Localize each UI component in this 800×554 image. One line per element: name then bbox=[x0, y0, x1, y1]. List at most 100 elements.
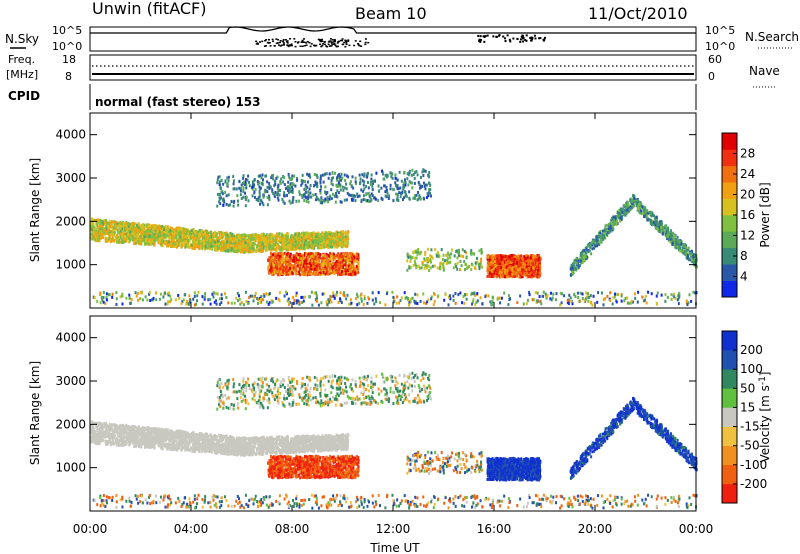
power-cell bbox=[150, 237, 153, 241]
power-cell bbox=[108, 219, 111, 223]
power-cell bbox=[251, 194, 254, 198]
power-cell bbox=[267, 238, 270, 242]
power-cell bbox=[337, 271, 340, 275]
power-cell bbox=[183, 242, 186, 246]
power-cell bbox=[309, 191, 312, 195]
power-cell bbox=[277, 258, 280, 262]
power-cell bbox=[114, 237, 117, 241]
power-cell bbox=[324, 242, 327, 246]
power-cell bbox=[268, 243, 271, 247]
power-cell bbox=[343, 198, 346, 202]
power-cell bbox=[408, 169, 411, 173]
power-cell bbox=[306, 269, 309, 273]
nsearch-point bbox=[275, 42, 278, 45]
power-cell bbox=[523, 258, 526, 262]
power-cell bbox=[251, 186, 254, 190]
power-cell bbox=[283, 272, 286, 276]
power-cell bbox=[286, 257, 289, 261]
power-cell bbox=[111, 220, 114, 224]
power-cell bbox=[345, 245, 348, 249]
power-cell bbox=[322, 245, 325, 249]
power-cell bbox=[226, 183, 229, 187]
power-cell bbox=[198, 228, 201, 232]
power-cell bbox=[344, 251, 347, 255]
power-cell bbox=[285, 262, 288, 266]
power-cell bbox=[320, 263, 323, 267]
nsearch-point bbox=[341, 39, 344, 42]
power-cell bbox=[362, 174, 365, 178]
power-cell bbox=[180, 239, 183, 243]
power-cell bbox=[191, 246, 194, 250]
power-cell bbox=[330, 181, 333, 185]
power-cell bbox=[333, 233, 336, 237]
power-cell bbox=[338, 254, 341, 258]
power-cell bbox=[228, 238, 231, 242]
power-cell bbox=[377, 189, 380, 193]
power-cell bbox=[279, 247, 282, 251]
power-cell bbox=[282, 200, 285, 204]
power-cell bbox=[419, 195, 422, 199]
power-cell bbox=[363, 172, 366, 176]
nsearch-point bbox=[305, 42, 308, 44]
power-cell bbox=[291, 272, 294, 276]
power-cell bbox=[296, 177, 299, 181]
power-cell bbox=[299, 244, 302, 248]
power-cell bbox=[92, 218, 95, 222]
power-cell bbox=[288, 239, 291, 243]
power-cell bbox=[119, 240, 122, 244]
nsearch-point bbox=[303, 44, 306, 47]
power-cell bbox=[341, 267, 344, 271]
power-cell bbox=[301, 173, 304, 177]
power-cell bbox=[129, 237, 132, 241]
power-cell bbox=[154, 236, 157, 240]
power-cell bbox=[188, 235, 191, 239]
power-cell bbox=[219, 234, 222, 238]
power-cell bbox=[345, 182, 348, 186]
power-cell bbox=[411, 186, 414, 190]
power-cell bbox=[300, 266, 303, 270]
power-cell bbox=[307, 173, 310, 177]
power-cell bbox=[168, 233, 171, 237]
power-cell bbox=[278, 255, 281, 259]
power-cell bbox=[292, 198, 295, 202]
power-cell bbox=[409, 181, 412, 185]
power-cell bbox=[259, 240, 262, 244]
power-cell bbox=[353, 194, 356, 198]
power-cell bbox=[419, 184, 422, 188]
power-cell bbox=[155, 230, 158, 234]
power-cell bbox=[276, 266, 279, 270]
power-cell bbox=[318, 273, 321, 277]
power-cell bbox=[382, 171, 385, 175]
power-cell bbox=[332, 255, 335, 259]
power-cell bbox=[150, 242, 153, 246]
power-cell bbox=[217, 175, 220, 179]
power-cell bbox=[410, 173, 413, 177]
power-cell bbox=[220, 244, 223, 248]
power-cell bbox=[269, 268, 272, 272]
power-cell bbox=[263, 233, 266, 237]
power-cell bbox=[334, 265, 337, 269]
power-cell bbox=[216, 181, 219, 185]
power-cell bbox=[168, 237, 171, 241]
power-cell bbox=[94, 227, 97, 231]
power-cell bbox=[274, 234, 277, 238]
power-cell bbox=[321, 173, 324, 177]
power-cell bbox=[292, 240, 295, 244]
power-cell bbox=[246, 178, 249, 182]
power-cell bbox=[298, 190, 301, 194]
power-cell bbox=[330, 235, 333, 239]
power-cell bbox=[503, 257, 506, 261]
power-cell bbox=[255, 236, 258, 240]
power-cell bbox=[303, 252, 306, 256]
power-cell bbox=[340, 265, 343, 269]
power-cell bbox=[312, 264, 315, 268]
power-cell bbox=[341, 185, 344, 189]
power-cell bbox=[285, 270, 288, 274]
power-cell bbox=[268, 197, 271, 201]
power-cell bbox=[413, 176, 416, 180]
power-cell bbox=[324, 191, 327, 195]
power-cell bbox=[281, 264, 284, 268]
power-cell bbox=[226, 245, 229, 249]
nsearch-tick-bottom: 10^0 bbox=[705, 40, 735, 53]
power-cell bbox=[348, 193, 351, 197]
